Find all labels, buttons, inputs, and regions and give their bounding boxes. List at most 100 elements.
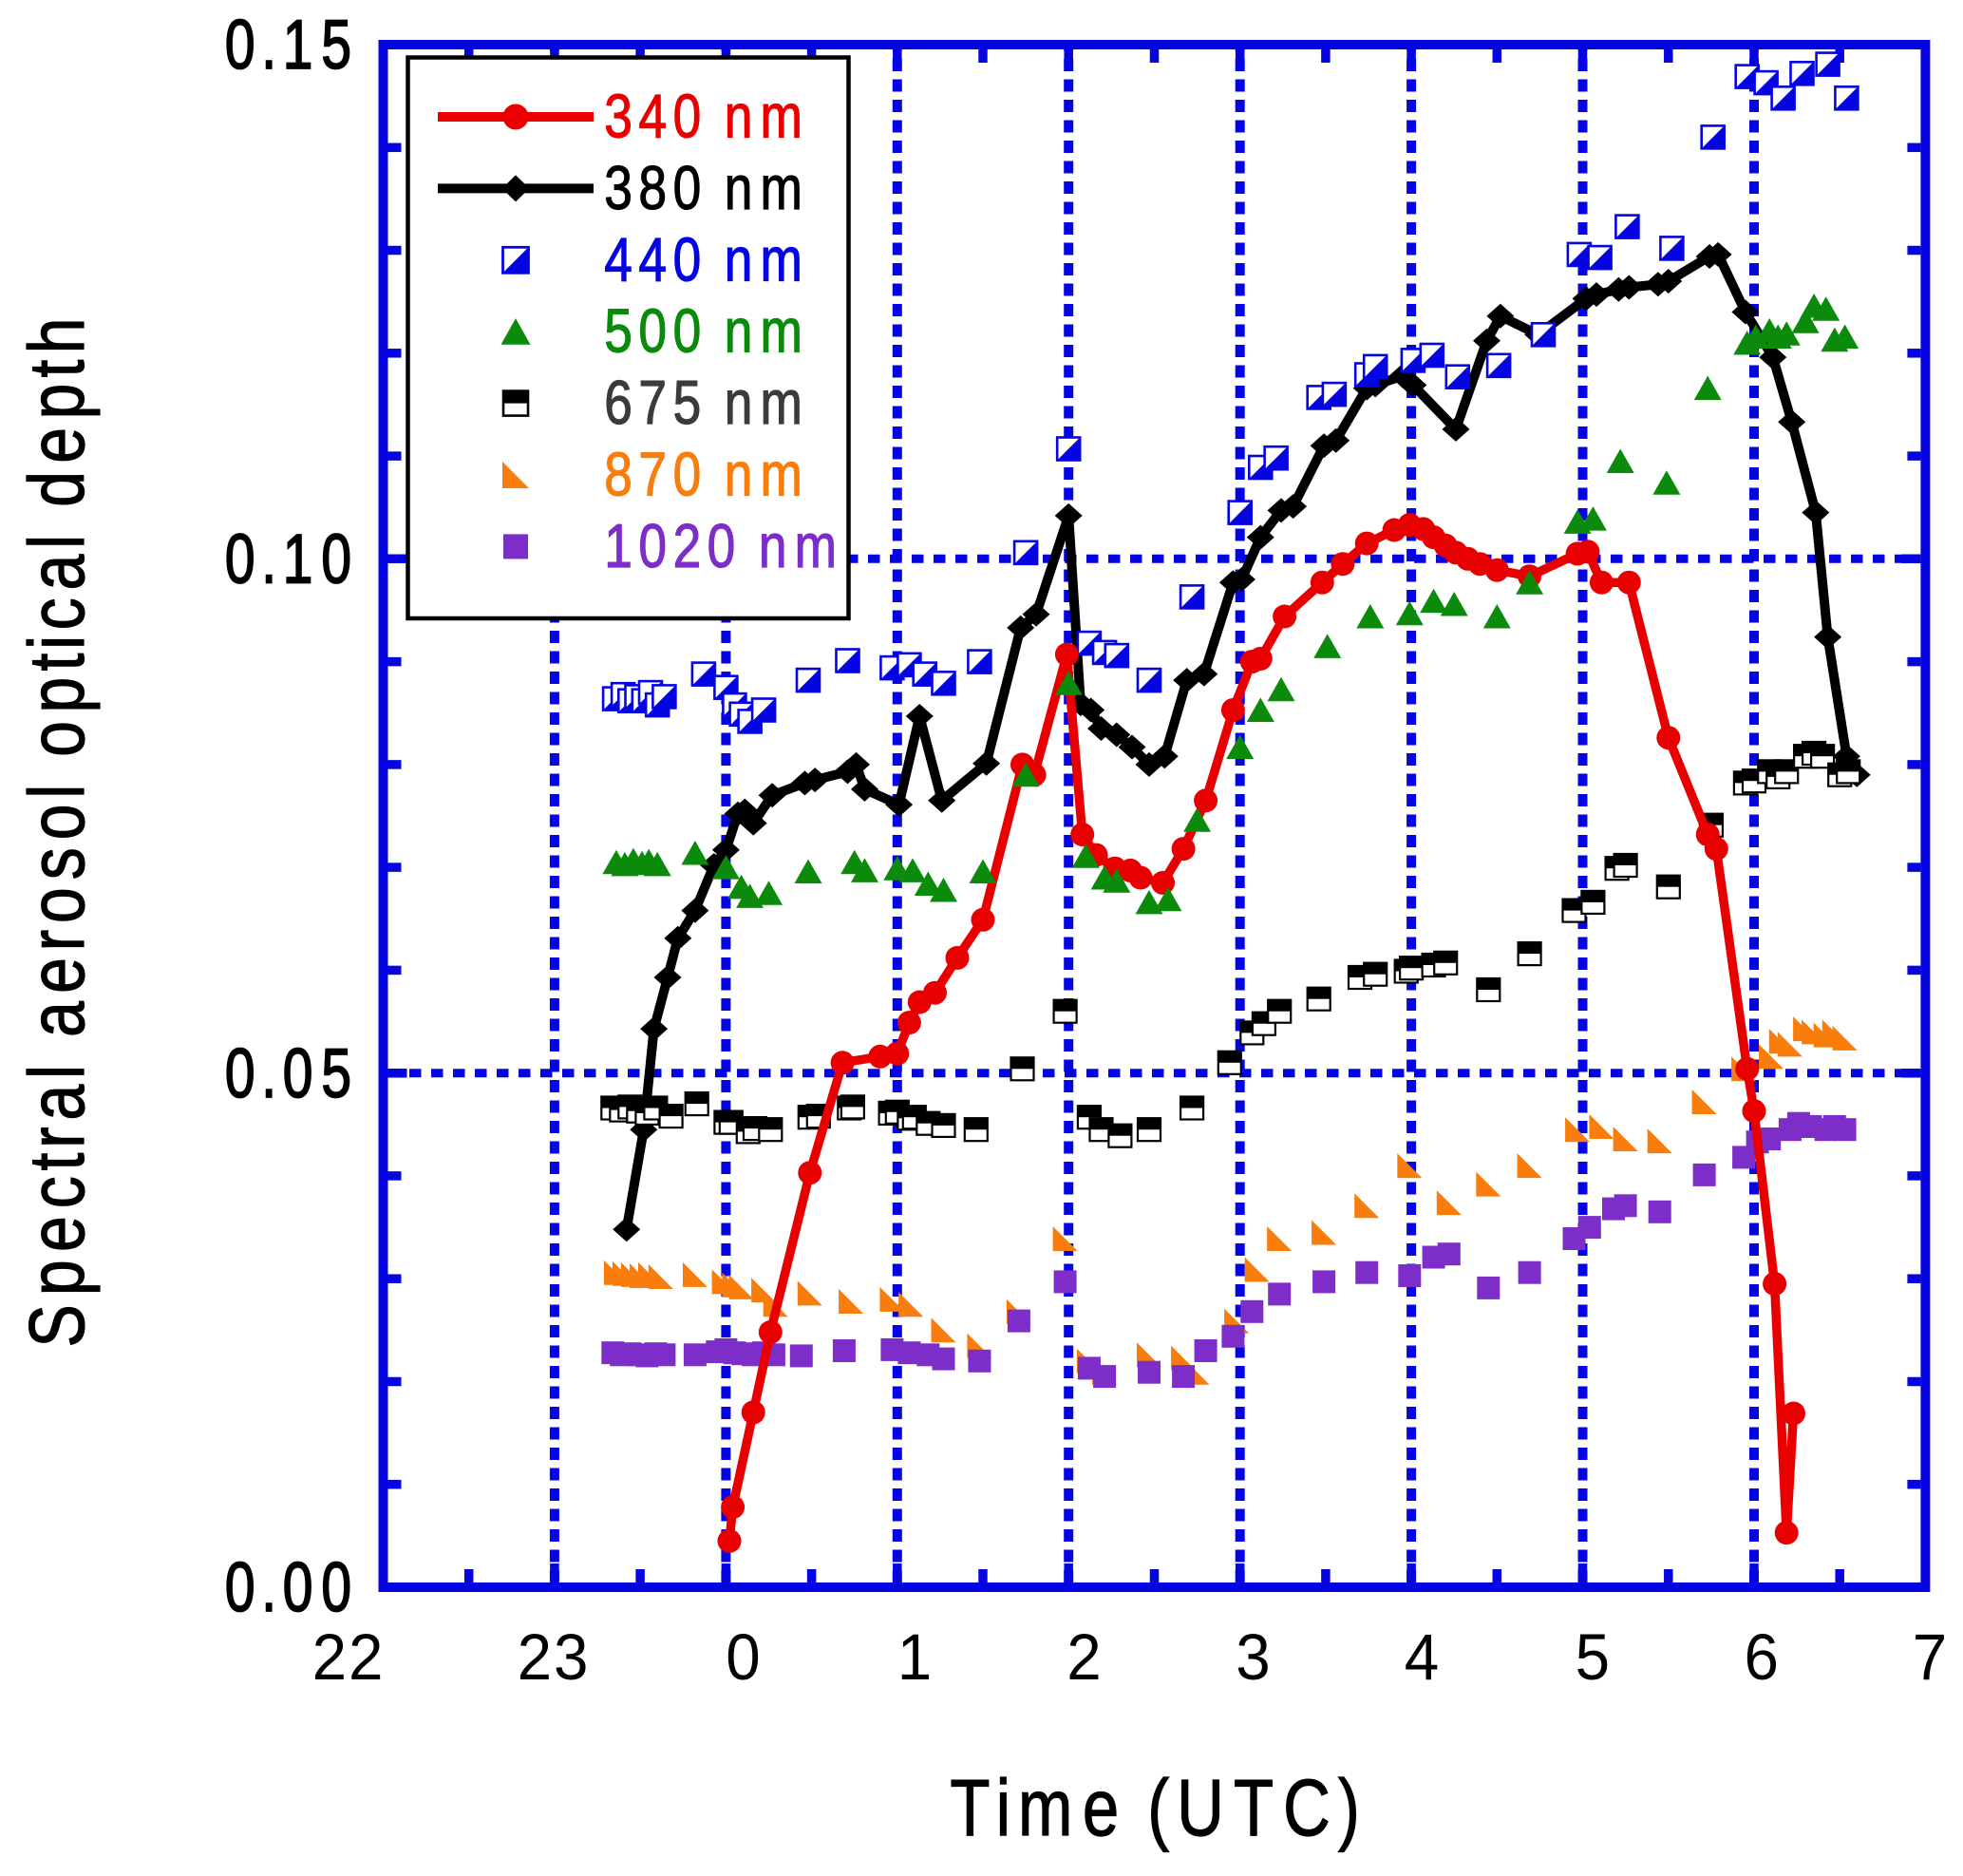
svg-text:7: 7: [638, 368, 667, 437]
svg-text:4: 4: [1405, 1620, 1439, 1694]
svg-text:.: .: [261, 1548, 276, 1625]
svg-text:h: h: [13, 317, 102, 353]
svg-text:0: 0: [225, 1548, 255, 1625]
svg-text:0: 0: [321, 1548, 351, 1625]
svg-text:n: n: [725, 153, 753, 222]
svg-text:l: l: [13, 785, 102, 799]
svg-text:3: 3: [554, 1620, 588, 1694]
svg-text:p: p: [13, 384, 102, 420]
svg-text:n: n: [725, 368, 753, 437]
svg-text:n: n: [759, 511, 787, 580]
svg-text:e: e: [1083, 1764, 1119, 1853]
svg-text:0: 0: [283, 1548, 313, 1625]
svg-text:0: 0: [673, 81, 702, 150]
svg-text:o: o: [13, 805, 102, 841]
svg-text:0: 0: [225, 1034, 255, 1111]
svg-text:0: 0: [283, 1034, 313, 1111]
svg-text:a: a: [13, 1084, 102, 1121]
svg-text:c: c: [13, 1176, 102, 1208]
svg-text:3: 3: [604, 153, 632, 222]
svg-text:e: e: [13, 427, 102, 464]
svg-text:2: 2: [312, 1620, 347, 1694]
svg-text:m: m: [761, 81, 802, 150]
svg-text:n: n: [725, 81, 753, 150]
svg-text:5: 5: [321, 1034, 351, 1111]
svg-text:p: p: [13, 1260, 102, 1296]
svg-text:m: m: [795, 511, 837, 580]
svg-text:5: 5: [673, 368, 702, 437]
svg-text:m: m: [761, 153, 802, 222]
svg-text:.: .: [261, 521, 276, 597]
svg-text:3: 3: [1236, 1620, 1270, 1694]
svg-text:2: 2: [349, 1620, 383, 1694]
svg-text:e: e: [13, 957, 102, 994]
svg-text:l: l: [13, 535, 102, 549]
svg-text:0: 0: [673, 439, 702, 508]
svg-text:t: t: [13, 654, 102, 672]
svg-text:7: 7: [1913, 1620, 1947, 1694]
svg-text:.: .: [261, 1034, 276, 1111]
svg-text:l: l: [13, 1065, 102, 1079]
svg-text:1: 1: [604, 511, 632, 580]
svg-text:1: 1: [283, 6, 313, 83]
svg-text:i: i: [13, 635, 102, 650]
svg-text:4: 4: [604, 224, 632, 294]
svg-text:6: 6: [604, 368, 632, 437]
svg-text:o: o: [13, 887, 102, 923]
svg-text:c: c: [13, 597, 102, 630]
svg-text:p: p: [13, 677, 102, 713]
svg-text:5: 5: [1576, 1620, 1610, 1694]
svg-text:0: 0: [321, 521, 351, 597]
svg-text:i: i: [996, 1764, 1010, 1853]
svg-text:m: m: [1018, 1764, 1072, 1853]
svg-text:2: 2: [518, 1620, 552, 1694]
svg-text:t: t: [13, 360, 102, 378]
svg-text:.: .: [261, 6, 276, 83]
svg-text:n: n: [725, 224, 753, 294]
svg-text:0: 0: [673, 153, 702, 222]
svg-text:3: 3: [604, 81, 632, 150]
svg-text:T: T: [1234, 1764, 1274, 1853]
svg-text:7: 7: [638, 439, 667, 508]
svg-text:C: C: [1283, 1764, 1331, 1853]
svg-text:0: 0: [673, 296, 702, 366]
svg-text:S: S: [13, 1304, 102, 1347]
svg-text:m: m: [761, 439, 802, 508]
svg-text:5: 5: [321, 6, 351, 83]
svg-text:T: T: [950, 1764, 990, 1853]
svg-text:0: 0: [638, 511, 667, 580]
svg-text:n: n: [725, 439, 753, 508]
svg-text:2: 2: [673, 511, 702, 580]
svg-text:m: m: [761, 296, 802, 366]
svg-text:t: t: [13, 1153, 102, 1171]
svg-text:): ): [1338, 1764, 1360, 1853]
svg-text:0: 0: [726, 1620, 760, 1694]
svg-text:(: (: [1147, 1764, 1169, 1853]
svg-text:a: a: [13, 554, 102, 591]
svg-text:4: 4: [638, 81, 667, 150]
svg-text:0: 0: [225, 521, 255, 597]
svg-text:r: r: [13, 930, 102, 952]
svg-text:s: s: [13, 847, 102, 880]
svg-text:5: 5: [604, 296, 632, 366]
svg-text:e: e: [13, 1216, 102, 1252]
svg-text:0: 0: [225, 6, 255, 83]
svg-text:8: 8: [604, 439, 632, 508]
svg-text:U: U: [1177, 1764, 1224, 1853]
svg-text:2: 2: [1066, 1620, 1101, 1694]
svg-text:0: 0: [638, 296, 667, 366]
svg-text:o: o: [13, 721, 102, 757]
svg-text:0: 0: [708, 511, 736, 580]
svg-text:d: d: [13, 471, 102, 507]
svg-text:r: r: [13, 1127, 102, 1148]
svg-text:n: n: [725, 296, 753, 366]
svg-text:1: 1: [897, 1620, 932, 1694]
svg-text:6: 6: [1744, 1620, 1778, 1694]
svg-text:a: a: [13, 1000, 102, 1037]
svg-text:0: 0: [673, 224, 702, 294]
svg-text:1: 1: [283, 521, 313, 597]
svg-text:8: 8: [638, 153, 667, 222]
svg-text:m: m: [761, 368, 802, 437]
svg-text:m: m: [761, 224, 802, 294]
svg-text:4: 4: [638, 224, 667, 294]
